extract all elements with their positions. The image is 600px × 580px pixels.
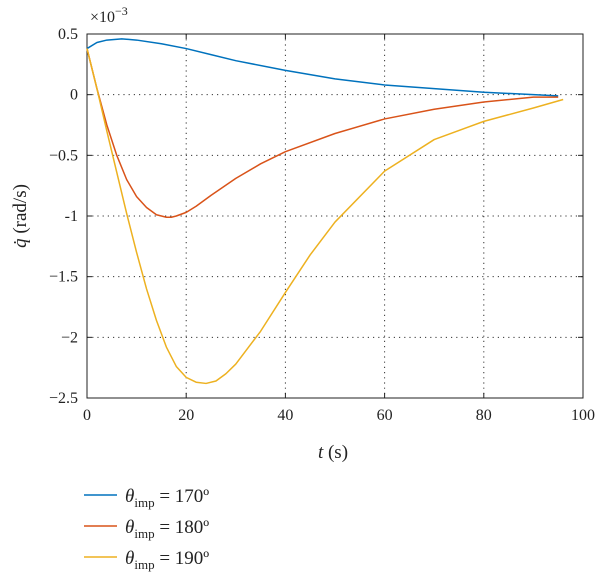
y-axis-multiplier: ×10−3 <box>90 4 128 26</box>
x-tick-label: 0 <box>83 407 91 424</box>
legend-item-1: θimp = 170º <box>84 486 209 510</box>
x-tick-label: 60 <box>377 407 393 424</box>
legend: θimp = 170º θimp = 180º θimp = 190º <box>84 486 209 572</box>
series-line-1 <box>86 38 559 97</box>
legend-item-2: θimp = 180º <box>84 517 209 541</box>
x-tick-label: 80 <box>476 407 492 424</box>
series-lines <box>86 38 564 385</box>
legend-item-3: θimp = 190º <box>84 548 209 572</box>
y-tick-label: −0.5 <box>49 147 78 164</box>
series-line-3 <box>86 48 564 385</box>
y-tick-label: 0 <box>70 87 78 104</box>
y-tick-label: -1 <box>65 208 78 225</box>
legend-label: θimp = 170º <box>125 486 209 510</box>
y-tick-label: −2 <box>61 329 78 346</box>
grid-lines <box>87 34 583 398</box>
x-tick-label: 40 <box>277 407 293 424</box>
y-tick-label: −2.5 <box>49 390 78 407</box>
y-tick-label: −1.5 <box>49 269 78 286</box>
legend-label: θimp = 180º <box>125 517 209 541</box>
x-tick-label: 20 <box>178 407 194 424</box>
x-tick-label: 100 <box>571 407 595 424</box>
legend-label: θimp = 190º <box>125 548 209 572</box>
axis-ticks: 0 20 40 60 80 100 0.5 0 −0.5 -1 −1.5 −2 −2.5 <box>49 26 595 424</box>
x-axis-label: t (s) <box>318 442 348 463</box>
y-axis-label: q̇ (rad/s) <box>10 184 31 248</box>
y-tick-label: 0.5 <box>58 26 78 43</box>
series-line-2 <box>86 48 559 218</box>
